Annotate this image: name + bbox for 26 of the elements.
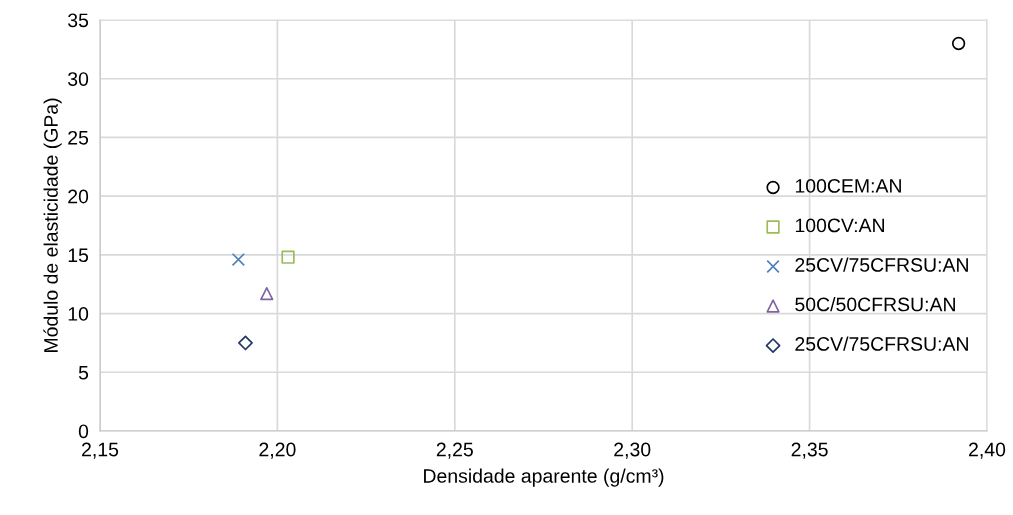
x-tick-label: 2,15 (82, 442, 119, 459)
x-tick-label: 2,20 (259, 442, 296, 459)
x-tick-label: 2,35 (791, 442, 828, 459)
x-axis-title: Densidade aparente (g/cm³) (424, 468, 664, 487)
point (951, 36, 966, 51)
x-tick-label: 2,30 (614, 442, 651, 459)
x-tick-label: 2,40 (969, 442, 1006, 459)
legend-label: 25CV/75CFRSU:AN (795, 336, 968, 351)
point (281, 250, 295, 264)
legend-label: 25CV/75CFRSU:AN (795, 257, 968, 272)
legend-label: 100CV:AN (795, 218, 884, 233)
legend-label: 100CEM:AN (795, 179, 901, 193)
y-tick-label: 15 (68, 248, 89, 263)
y-tick-label: 10 (68, 307, 89, 321)
x-tick-label: 2,25 (436, 442, 473, 459)
y-tick-label: 20 (68, 189, 89, 204)
legend-label: 50C/50CFRSU:AN (795, 297, 955, 312)
y-tick-label: 35 (68, 13, 89, 28)
y-axis-title: Módulo de elasticidade (GPa) (43, 98, 62, 352)
point (231, 252, 246, 267)
y-tick-label: 30 (68, 72, 89, 86)
y-tick-label: 5 (78, 365, 89, 380)
y-tick-label: 0 (78, 424, 89, 439)
point (238, 335, 253, 351)
point (260, 286, 274, 301)
y-tick-label: 25 (68, 130, 89, 145)
